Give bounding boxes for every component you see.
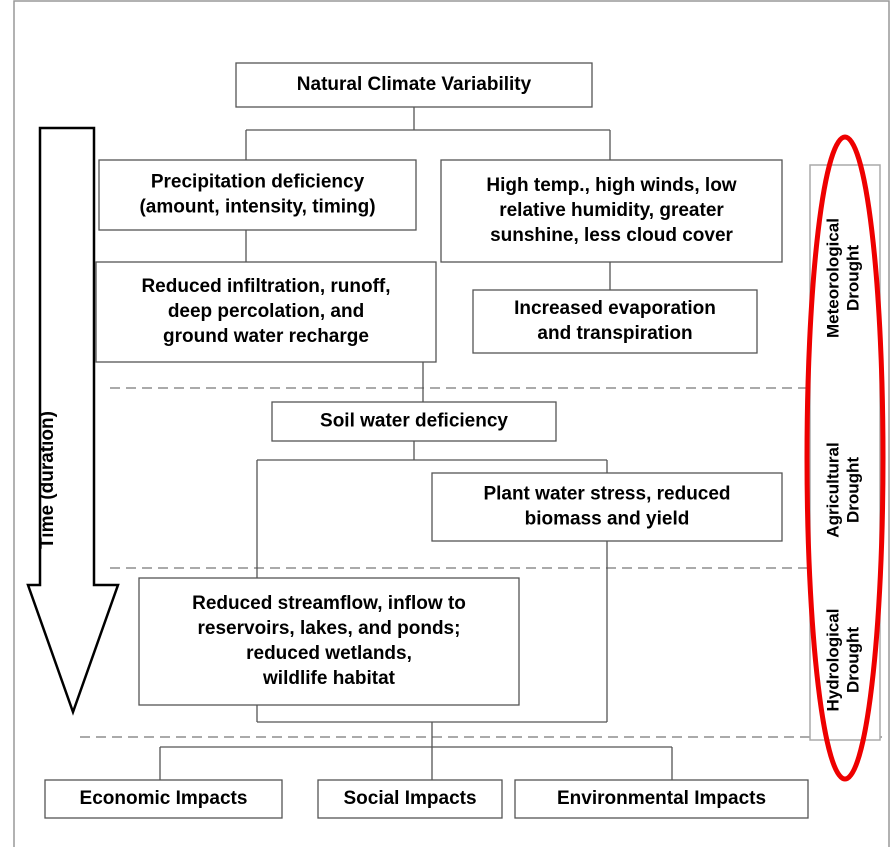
node-text: Reduced infiltration, runoff, [141, 276, 390, 297]
node-text: Increased evaporation [514, 298, 716, 319]
stage-label: Drought [843, 457, 862, 523]
node: Reduced infiltration, runoff, deep percol… [95, 261, 437, 363]
highlight-ellipse [804, 134, 886, 782]
node-text: biomass and yield [525, 509, 690, 530]
node-text: Reduced streamflow, inflow to [192, 593, 466, 614]
node-box [472, 289, 758, 354]
node-box [431, 472, 783, 542]
time-label: Time (duration) [37, 411, 58, 549]
node-text: reduced wetlands, [246, 643, 412, 664]
stage: Agricultural Drought [823, 442, 862, 537]
node: Precipitation deficiency (amount, intensi… [98, 159, 417, 231]
node-text: wildlife habitat [262, 668, 396, 689]
node-text: reservoirs, lakes, and ponds; [198, 618, 461, 639]
node-text: Precipitation deficiency [151, 172, 365, 193]
connector [245, 107, 611, 160]
node-text: Social Impacts [343, 788, 476, 809]
stage-label: Agricultural [823, 442, 842, 537]
node: High temp., high winds, low relative humi… [440, 159, 783, 263]
node-text: deep percolation, and [168, 301, 364, 322]
stage-label: Meteorological [823, 218, 842, 338]
node: Reduced streamflow, inflow to reservoirs,… [138, 577, 520, 706]
node: Environmental Impacts [514, 779, 809, 819]
node-text: Environmental Impacts [557, 788, 766, 809]
node: Economic Impacts [44, 779, 283, 819]
stage-panel [809, 164, 881, 741]
node-box [95, 261, 437, 363]
node-box [138, 577, 520, 706]
stage: Hydrological Drought [823, 609, 862, 712]
node: Natural Climate Variability [235, 62, 593, 108]
node: Social Impacts [317, 779, 503, 819]
node-box [98, 159, 417, 231]
frame [13, 0, 890, 847]
node-text: (amount, intensity, timing) [139, 197, 375, 218]
node-text: Soil water deficiency [320, 411, 508, 432]
node-text: High temp., high winds, low [486, 175, 736, 196]
node-text: Plant water stress, reduced [483, 484, 730, 505]
node-text: sunshine, less cloud cover [490, 225, 733, 246]
node-text: relative humidity, greater [499, 200, 724, 221]
node: Plant water stress, reduced biomass and y… [431, 472, 783, 542]
stage-label: Hydrological [823, 609, 842, 712]
time-arrow [26, 126, 120, 716]
node-box [317, 779, 503, 819]
node-box [271, 401, 557, 442]
node: Increased evaporation and transpiration [472, 289, 758, 354]
stage-label: Drought [843, 627, 862, 693]
stage: Meteorological Drought [823, 218, 862, 338]
node-box [514, 779, 809, 819]
node-box [235, 62, 593, 108]
dashed-separators [80, 387, 882, 738]
connector [245, 230, 611, 290]
nodes: Natural Climate Variability Precipitation… [44, 62, 809, 819]
stage-label: Drought [843, 245, 862, 311]
node-box [44, 779, 283, 819]
node-text: ground water recharge [163, 326, 369, 347]
node: Soil water deficiency [271, 401, 557, 442]
node-text: Natural Climate Variability [297, 74, 532, 95]
node-text: Economic Impacts [80, 788, 248, 809]
node-box [440, 159, 783, 263]
node-text: and transpiration [537, 323, 692, 344]
